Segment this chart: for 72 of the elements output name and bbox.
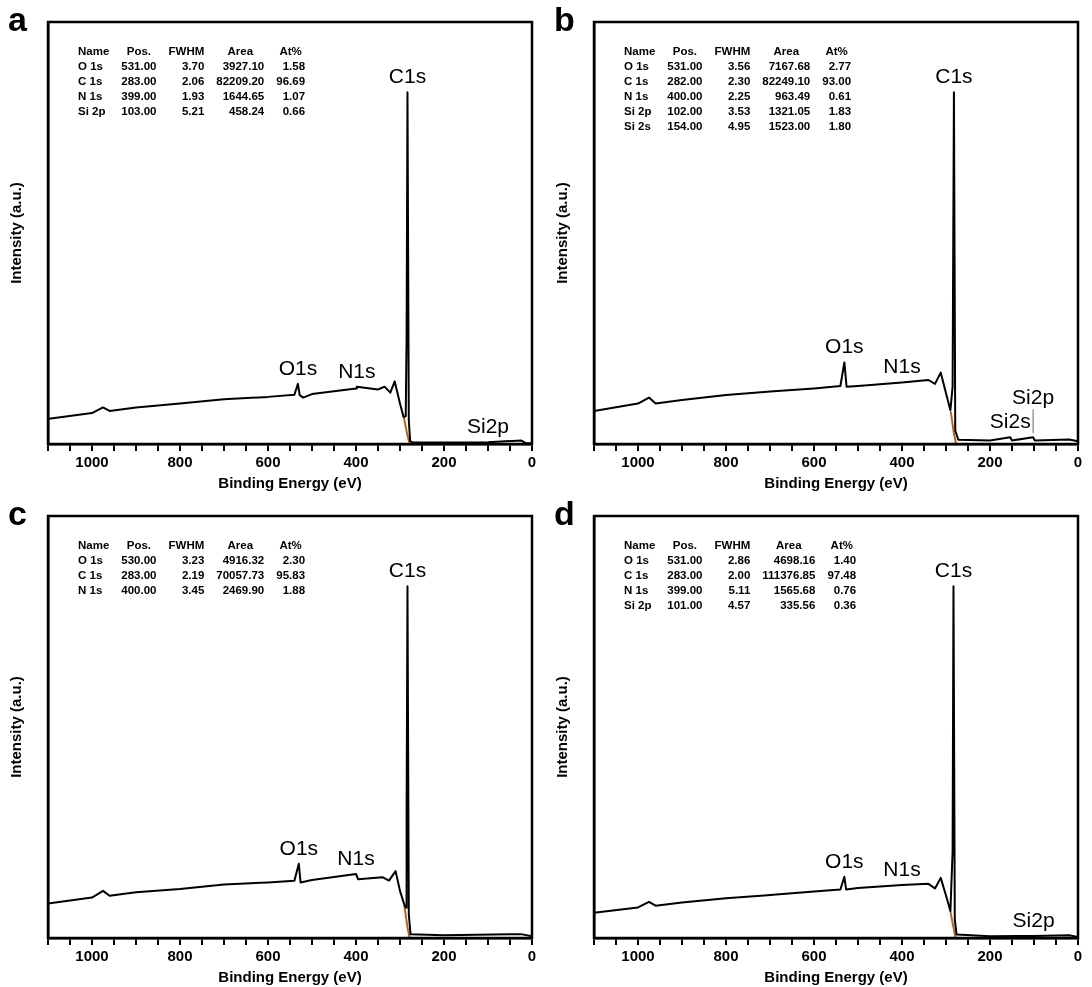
annotation: N1s bbox=[883, 354, 921, 378]
x-tick-label: 800 bbox=[167, 947, 193, 965]
x-axis-title: Binding Energy (eV) bbox=[764, 474, 908, 492]
annotation: N1s bbox=[338, 358, 376, 382]
y-axis-title: Intensity (a.u.) bbox=[553, 182, 571, 284]
text: Si 2p 103.00 5.21 458.24 0.66 bbox=[78, 105, 306, 117]
x-tick-label: 1000 bbox=[75, 947, 109, 965]
text: N 1s 399.00 5.11 1565.68 0.76 bbox=[624, 584, 857, 596]
chart-title: d bbox=[554, 494, 575, 532]
text: O 1s 531.00 2.86 4698.16 1.40 bbox=[624, 554, 857, 566]
text: Name Pos. FWHM Area At% bbox=[624, 45, 848, 57]
annotation: C1s bbox=[388, 64, 427, 88]
annotation: Si2p bbox=[1012, 907, 1055, 931]
x-tick-label: 400 bbox=[889, 947, 915, 965]
text: Name Pos. FWHM Area At% bbox=[78, 45, 302, 57]
x-tick-label: 600 bbox=[801, 947, 827, 965]
x-tick-label: 1000 bbox=[621, 947, 655, 965]
text: Si 2s 154.00 4.95 1523.00 1.80 bbox=[624, 120, 852, 132]
text: N 1s 399.00 1.93 1644.65 1.07 bbox=[78, 90, 306, 102]
x-tick-label: 600 bbox=[255, 947, 281, 965]
text: O 1s 531.00 3.70 3927.10 1.58 bbox=[78, 60, 306, 72]
text: C 1s 283.00 2.06 82209.20 96.69 bbox=[78, 75, 306, 87]
annotation: C1s bbox=[388, 558, 427, 582]
x-tick-label: 600 bbox=[801, 453, 827, 471]
x-tick-label: 0 bbox=[1073, 453, 1083, 471]
annotation: C1s bbox=[935, 64, 973, 88]
text: O 1s 530.00 3.23 4916.32 2.30 bbox=[78, 554, 306, 566]
annotation: O1s bbox=[279, 835, 319, 859]
x-tick-label: 200 bbox=[977, 453, 1003, 471]
text: Name Pos. FWHM Area At% bbox=[78, 539, 302, 551]
annotation: C1s bbox=[934, 558, 973, 582]
x-tick-label: 0 bbox=[527, 947, 537, 965]
text: N 1s 400.00 3.45 2469.90 1.88 bbox=[78, 584, 306, 596]
x-tick-label: 1000 bbox=[621, 453, 655, 471]
y-axis-title: Intensity (a.u.) bbox=[553, 676, 571, 778]
x-tick-label: 800 bbox=[713, 947, 739, 965]
text: Si 2p 102.00 3.53 1321.05 1.83 bbox=[624, 105, 852, 117]
text: N 1s 400.00 2.25 963.49 0.61 bbox=[624, 90, 852, 102]
annotation: O1s bbox=[278, 355, 318, 379]
annotation: Si2s bbox=[989, 409, 1031, 433]
y-axis-title: Intensity (a.u.) bbox=[7, 676, 25, 778]
x-tick-label: 400 bbox=[889, 453, 915, 471]
x-tick-label: 1000 bbox=[75, 453, 109, 471]
y-axis-title: Intensity (a.u.) bbox=[7, 182, 25, 284]
text: Si 2p 101.00 4.57 335.56 0.36 bbox=[624, 599, 857, 611]
annotation: O1s bbox=[825, 334, 864, 358]
x-tick-label: 400 bbox=[343, 453, 369, 471]
x-tick-label: 200 bbox=[431, 453, 457, 471]
text: O 1s 531.00 3.56 7167.68 2.77 bbox=[624, 60, 852, 72]
x-axis-title: Binding Energy (eV) bbox=[764, 968, 908, 986]
text: C 1s 282.00 2.30 82249.10 93.00 bbox=[624, 75, 852, 87]
x-tick-label: 0 bbox=[527, 453, 537, 471]
x-tick-label: 400 bbox=[343, 947, 369, 965]
x-tick-label: 600 bbox=[255, 453, 281, 471]
x-tick-label: 800 bbox=[713, 453, 739, 471]
x-tick-label: 200 bbox=[977, 947, 1003, 965]
chart-title: c bbox=[8, 494, 27, 532]
x-axis-title: Binding Energy (eV) bbox=[218, 474, 362, 492]
chart-title: b bbox=[554, 0, 575, 38]
x-tick-label: 200 bbox=[431, 947, 457, 965]
annotation: Si2p bbox=[1012, 385, 1055, 409]
annotation: O1s bbox=[825, 848, 864, 872]
x-tick-label: 0 bbox=[1073, 947, 1083, 965]
annotation: N1s bbox=[337, 846, 375, 869]
x-tick-label: 800 bbox=[167, 453, 193, 471]
annotation: Si2p bbox=[466, 414, 510, 438]
text: C 1s 283.00 2.00 111376.85 97.48 bbox=[624, 569, 857, 581]
text: Name Pos. FWHM Area At% bbox=[624, 539, 853, 551]
x-axis-title: Binding Energy (eV) bbox=[218, 968, 362, 986]
text: C 1s 283.00 2.19 70057.73 95.83 bbox=[78, 569, 306, 581]
chart-title: a bbox=[8, 0, 27, 38]
annotation: N1s bbox=[883, 856, 921, 880]
